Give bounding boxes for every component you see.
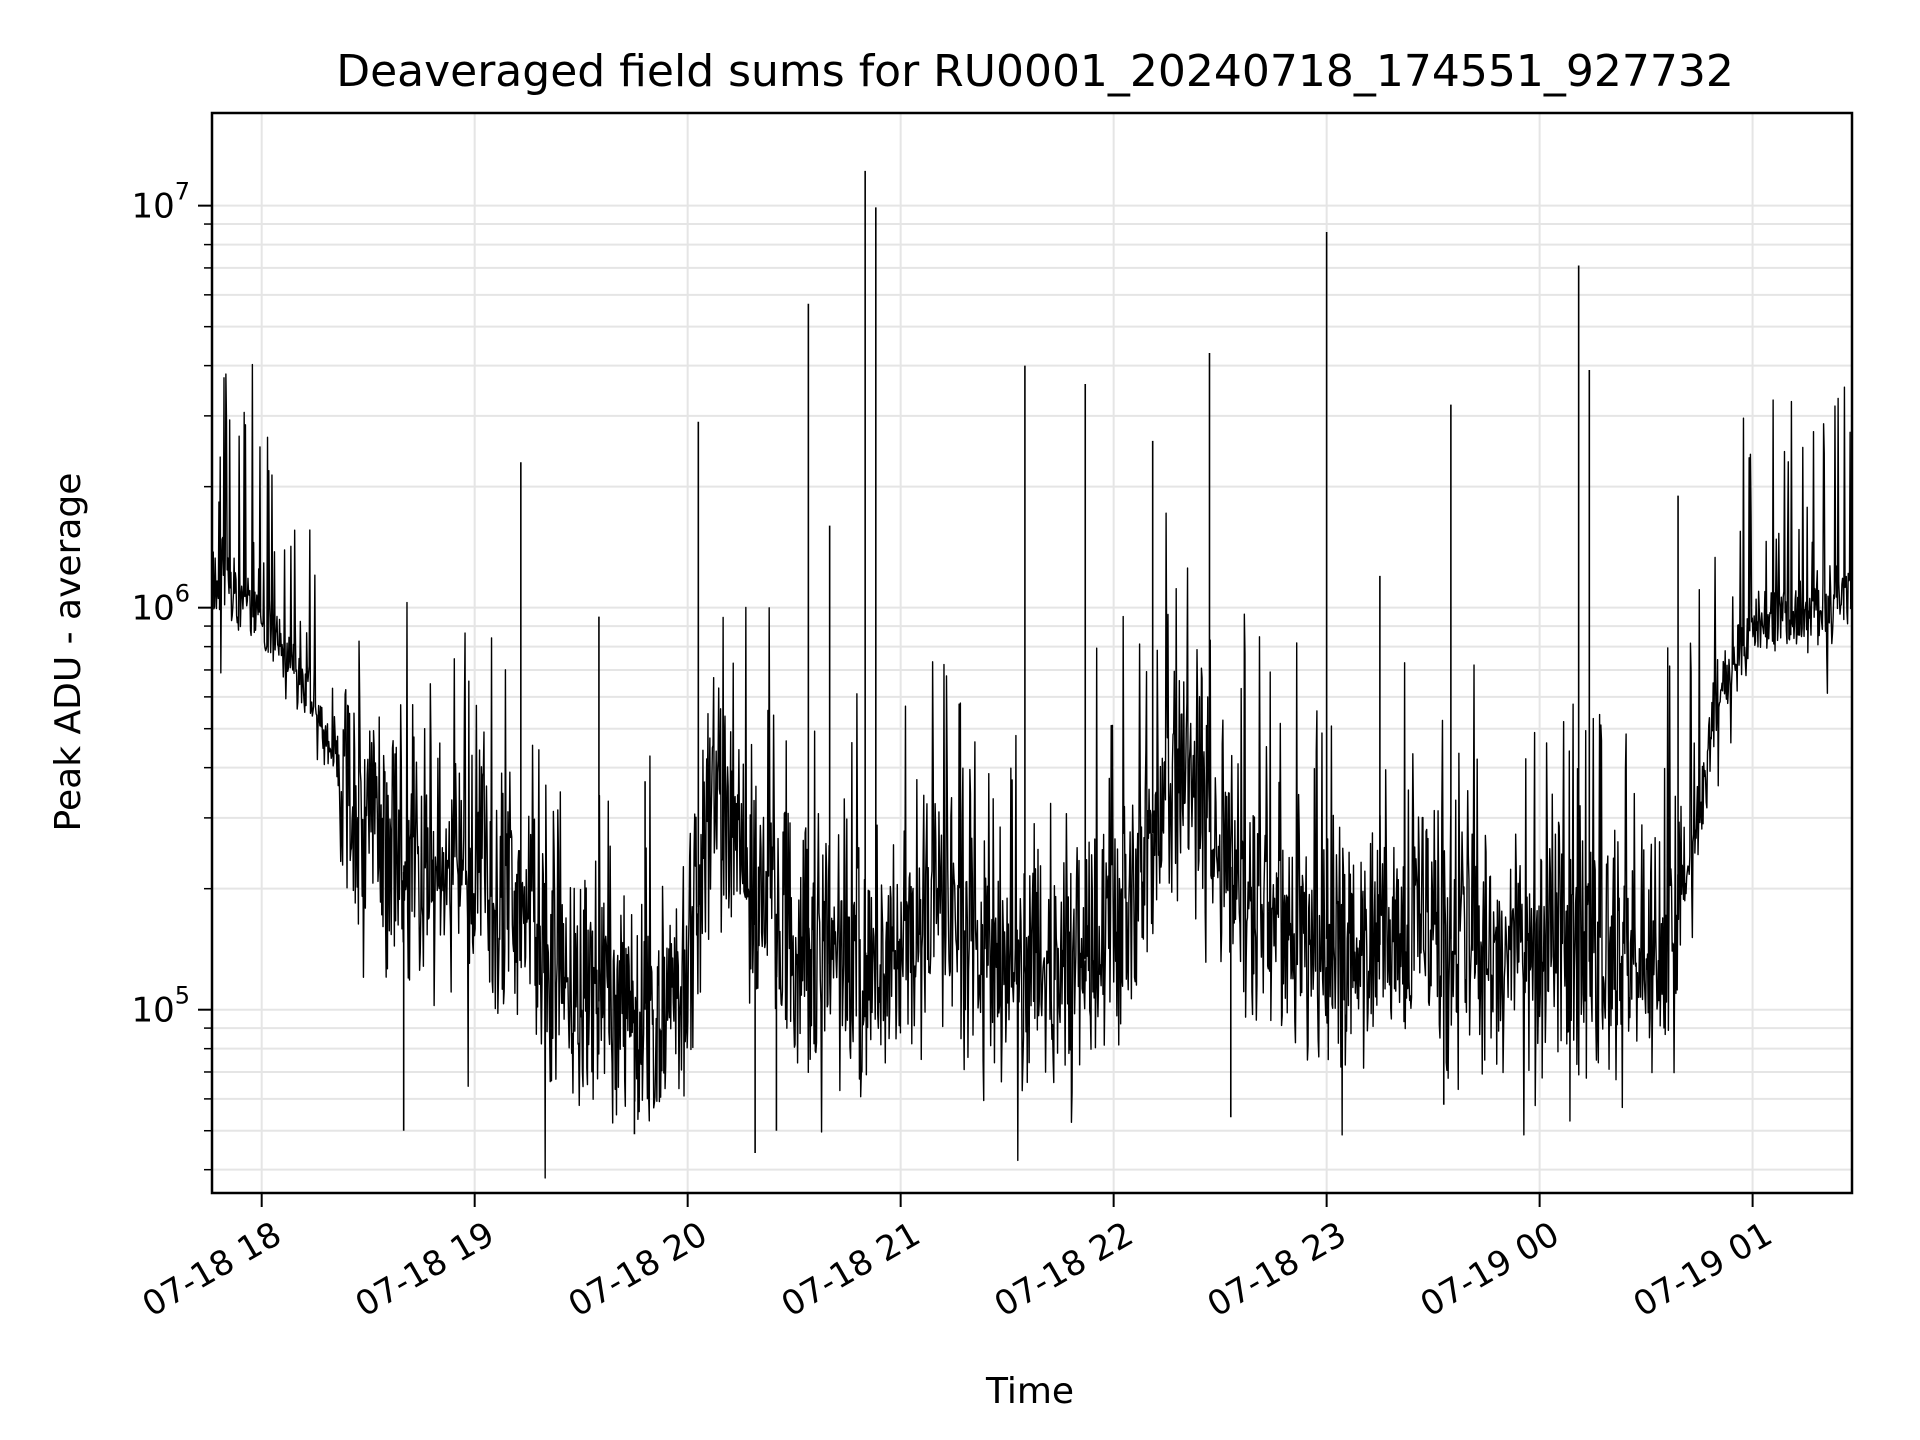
x-axis-label: Time — [985, 1371, 1074, 1412]
series-line — [211, 363, 1853, 1179]
data-layer — [211, 170, 1853, 1179]
y-tick-label: 105 — [131, 982, 190, 1031]
y-tick-label: 106 — [131, 580, 190, 629]
chart-title: Deaveraged field sums for RU0001_2024071… — [336, 46, 1734, 97]
plot-frame — [210, 111, 1854, 1195]
y-tick-label: 107 — [131, 178, 190, 227]
y-axis-label: Peak ADU - average — [48, 473, 89, 832]
